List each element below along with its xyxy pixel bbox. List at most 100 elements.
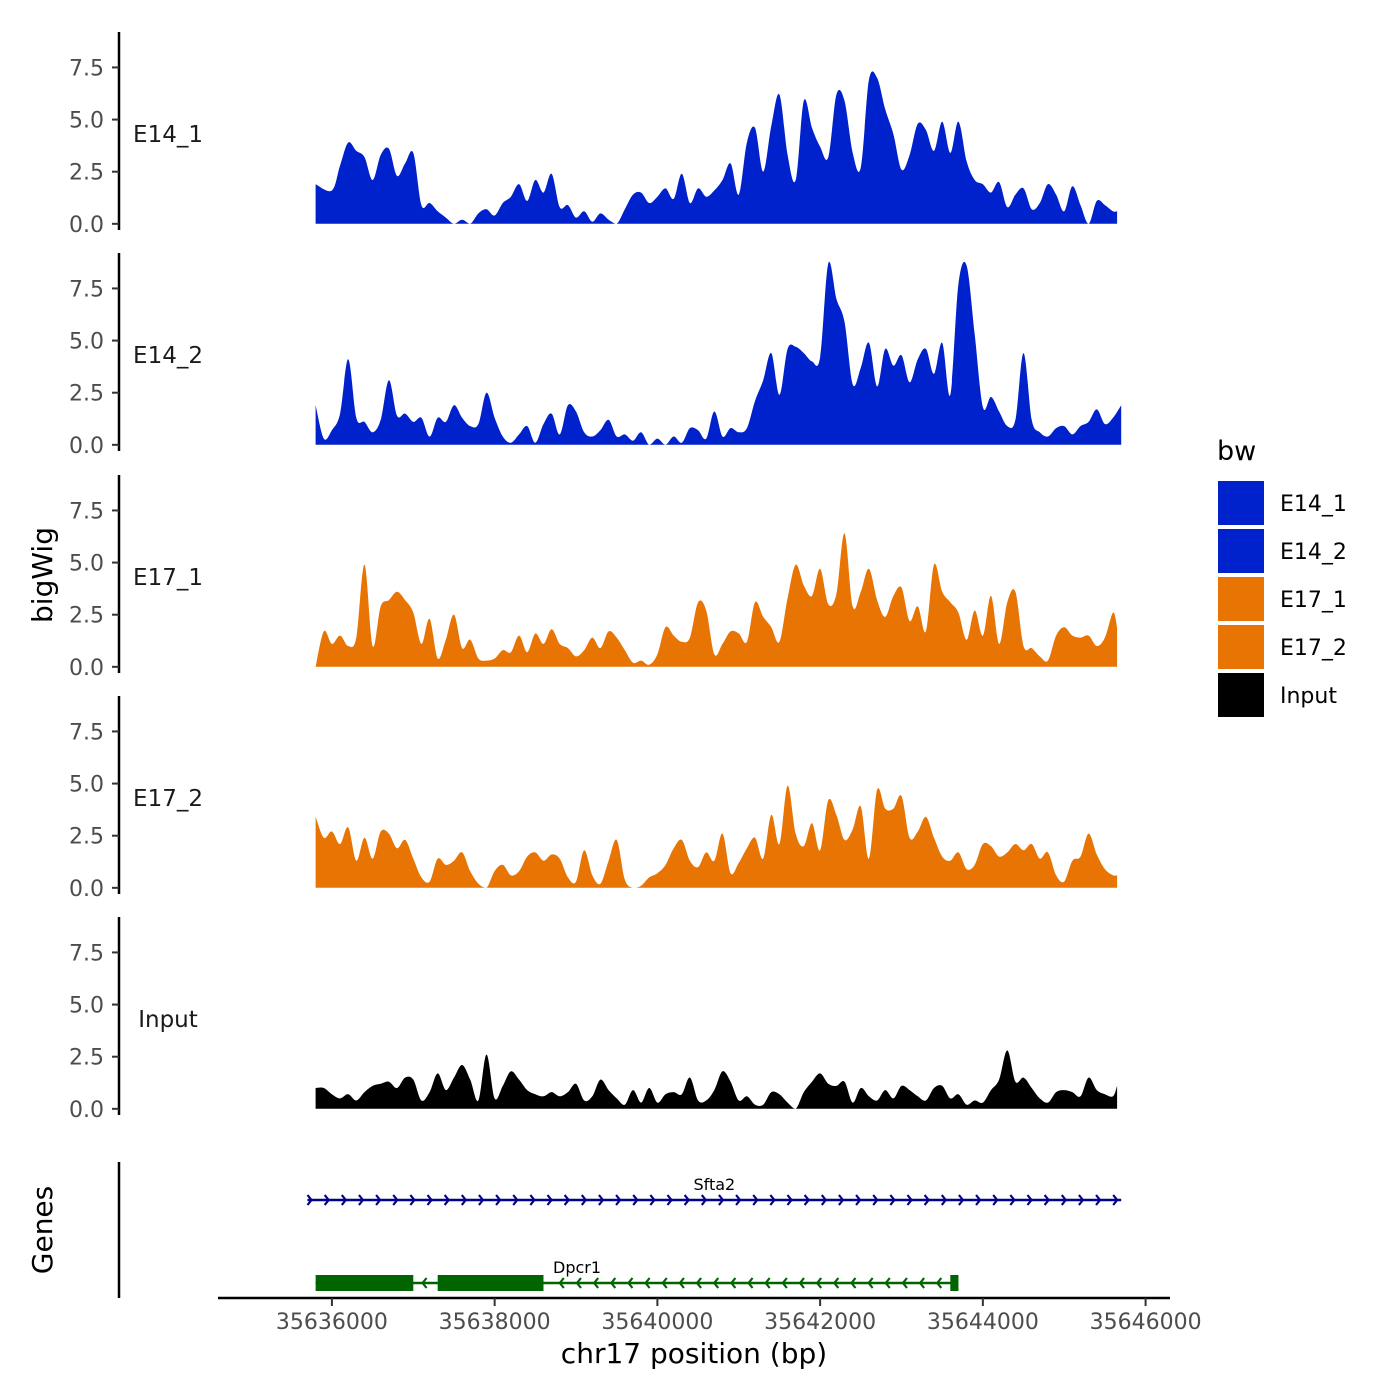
y-tick-label: 7.5 <box>69 941 104 966</box>
strand-arrow-icon <box>867 1277 874 1289</box>
strand-arrow-icon <box>580 1194 588 1206</box>
y-tick-label: 0.0 <box>69 213 104 238</box>
legend-swatch-E14_2 <box>1218 529 1264 573</box>
strand-arrow-icon <box>392 1194 399 1206</box>
strand-arrow-icon <box>632 1194 639 1206</box>
y-tick-label: 7.5 <box>69 720 104 745</box>
strand-arrow-icon <box>889 1194 896 1206</box>
strand-arrow-icon <box>649 1194 656 1206</box>
panel-E14_2: 0.0 2.5 5.0 7.5 E14_2 <box>69 253 1122 459</box>
strand-arrow-icon <box>872 1194 879 1206</box>
y-tick-label: 0.0 <box>69 434 104 459</box>
legend-swatch-E17_1 <box>1218 577 1264 621</box>
strand-arrow-icon <box>323 1194 331 1206</box>
strand-arrow-icon <box>306 1194 313 1206</box>
strand-arrow-icon <box>712 1277 720 1289</box>
legend-title: bw <box>1217 436 1256 467</box>
panel-label-Input: Input <box>138 1007 198 1033</box>
strand-arrow-icon <box>906 1194 913 1206</box>
strand-arrow-icon <box>729 1277 737 1289</box>
strand-arrow-icon <box>700 1194 708 1206</box>
strand-arrow-icon <box>358 1194 365 1206</box>
genes-axis-title: Genes <box>26 1186 59 1274</box>
legend-swatch-E17_2 <box>1218 625 1264 669</box>
strand-arrow-icon <box>666 1194 673 1206</box>
strand-arrow-icon <box>375 1194 382 1206</box>
x-tick-label: 35644000 <box>927 1310 1039 1335</box>
coverage-area-E14_1 <box>315 71 1118 224</box>
strand-arrow-icon <box>850 1277 857 1289</box>
strand-arrow-icon <box>855 1194 862 1206</box>
panel-Input: 0.0 2.5 5.0 7.5 Input <box>69 917 1118 1123</box>
strand-arrow-icon <box>558 1277 565 1289</box>
strand-arrow-icon <box>627 1277 634 1289</box>
strand-arrow-icon <box>786 1194 793 1206</box>
legend-swatch-E14_1 <box>1218 481 1264 525</box>
legend: bw E14_1 E14_2 E17_1 E17_2 Input <box>1217 436 1347 717</box>
y-tick-label: 7.5 <box>69 499 104 524</box>
strand-arrow-icon <box>764 1277 771 1289</box>
strand-arrow-icon <box>1078 1194 1085 1206</box>
legend-swatch-Input <box>1218 673 1264 717</box>
strand-arrow-icon <box>798 1277 805 1289</box>
panel-label-E17_1: E17_1 <box>133 565 203 591</box>
strand-arrow-icon <box>683 1194 691 1206</box>
strand-arrow-icon <box>512 1194 519 1206</box>
strand-arrow-icon <box>575 1277 582 1289</box>
gene-Dpcr1: Dpcr1 <box>315 1258 959 1291</box>
strand-arrow-icon <box>478 1194 485 1206</box>
strand-arrow-icon <box>495 1194 502 1206</box>
strand-arrow-icon <box>1009 1194 1016 1206</box>
strand-arrow-icon <box>563 1194 571 1206</box>
legend-label-E14_1: E14_1 <box>1280 492 1347 517</box>
panel-E14_1: 0.0 2.5 5.0 7.5 E14_1 <box>69 32 1118 238</box>
x-axis: 35636000 35638000 35640000 35642000 35644000… <box>218 1296 1202 1335</box>
strand-arrow-icon <box>546 1194 553 1206</box>
y-tick-label: 7.5 <box>69 56 104 81</box>
strand-arrow-icon <box>752 1194 759 1206</box>
strand-arrow-icon <box>820 1194 828 1206</box>
y-tick-label: 2.5 <box>69 1046 104 1071</box>
strand-arrow-icon <box>747 1277 754 1289</box>
strand-arrow-icon <box>1095 1194 1102 1206</box>
y-tick-label: 0.0 <box>69 1098 104 1123</box>
y-tick-label: 5.0 <box>69 109 104 134</box>
y-tick-label: 5.0 <box>69 330 104 355</box>
strand-arrow-icon <box>838 1194 845 1206</box>
strand-arrow-icon <box>661 1277 668 1289</box>
gene-label-Sfta2: Sfta2 <box>693 1175 735 1194</box>
y-tick-label: 2.5 <box>69 161 104 186</box>
strand-arrow-icon <box>609 1277 617 1289</box>
strand-arrow-icon <box>975 1194 982 1206</box>
strand-arrow-icon <box>832 1277 840 1289</box>
legend-items: E14_1 E14_2 E17_1 E17_2 Input <box>1218 481 1347 717</box>
strand-arrow-icon <box>421 1277 428 1289</box>
genes-panel: Sfta2 Dpcr1 <box>117 1162 1122 1298</box>
strand-arrow-icon <box>803 1194 811 1206</box>
coverage-area-E17_1 <box>315 533 1118 667</box>
strand-arrow-icon <box>695 1277 702 1289</box>
legend-label-E14_2: E14_2 <box>1280 540 1347 565</box>
strand-arrow-icon <box>644 1277 651 1289</box>
gene-tracks: Sfta2 Dpcr1 <box>306 1175 1122 1291</box>
y-tick-label: 5.0 <box>69 994 104 1019</box>
x-tick-label: 35642000 <box>764 1310 876 1335</box>
y-tick-label: 2.5 <box>69 604 104 629</box>
panel-label-E17_2: E17_2 <box>133 786 203 812</box>
coverage-area-Input <box>315 1050 1118 1109</box>
exon-Dpcr1 <box>315 1275 414 1291</box>
strand-arrow-icon <box>340 1194 348 1206</box>
strand-arrow-icon <box>923 1194 931 1206</box>
strand-arrow-icon <box>884 1277 891 1289</box>
y-axis-title: bigWig <box>26 527 59 623</box>
x-tick-label: 35646000 <box>1090 1310 1202 1335</box>
strand-arrow-icon <box>598 1194 605 1206</box>
strand-arrow-icon <box>460 1194 468 1206</box>
coverage-panels: 0.0 2.5 5.0 7.5 E14_1 0.0 2.5 5.0 7.5 E14_2 0.0 2.5… <box>69 32 1122 1123</box>
strand-arrow-icon <box>815 1277 823 1289</box>
strand-arrow-icon <box>935 1277 943 1289</box>
strand-arrow-icon <box>769 1194 776 1206</box>
y-tick-label: 5.0 <box>69 773 104 798</box>
strand-arrow-icon <box>718 1194 725 1206</box>
